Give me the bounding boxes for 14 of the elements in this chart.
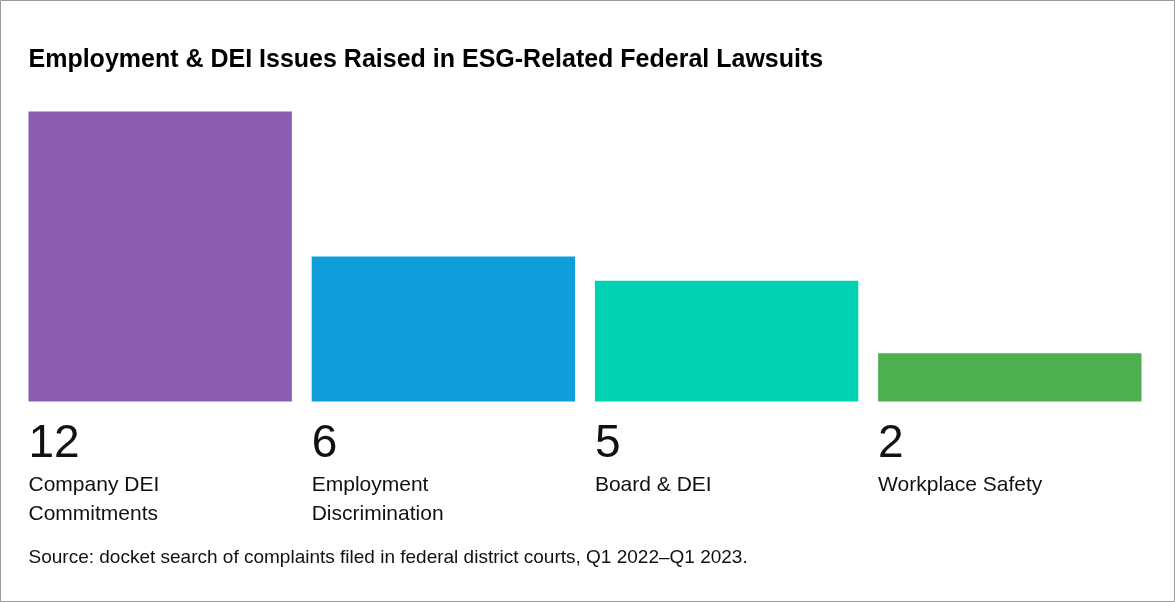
data-label: 5 xyxy=(594,414,621,467)
data-label: 2 xyxy=(878,414,904,467)
bar xyxy=(594,280,859,402)
bar xyxy=(311,256,576,402)
x-tick-label: Employment Discrimination xyxy=(311,472,444,524)
x-tick-label: Company DEI Commitments xyxy=(28,472,160,524)
chart-title: Employment & DEI Issues Raised in ESG-Related Federal Lawsuits xyxy=(28,43,824,72)
data-label: 6 xyxy=(311,414,338,467)
source-note: Source: docket search of complaints filed in federal district courts, Q1 2022–Q1 2023. xyxy=(28,546,748,567)
x-tick-label: Board & DEI xyxy=(594,472,712,495)
data-label: 12 xyxy=(28,414,80,467)
bar xyxy=(878,353,1142,402)
bar xyxy=(28,111,292,402)
x-tick-label: Workplace Safety xyxy=(878,472,1043,495)
